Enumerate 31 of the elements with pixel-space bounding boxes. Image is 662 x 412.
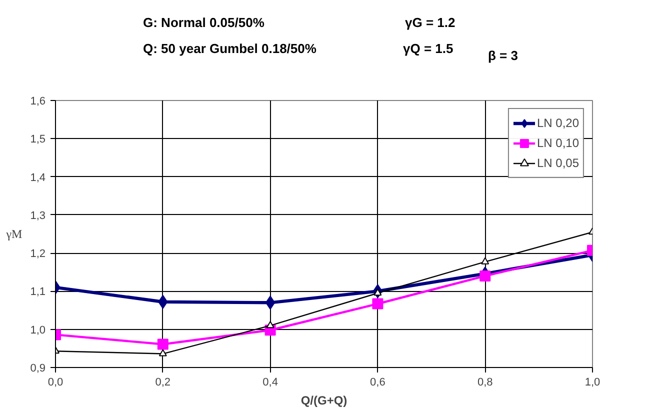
y-tick-label: 1,3 <box>30 210 46 222</box>
text: β = 3 <box>488 47 518 65</box>
point <box>481 257 490 264</box>
y-tick-label: 1,6 <box>30 96 46 108</box>
text: G: Normal 0.05/50% <box>143 14 264 32</box>
y-axis-title: γM <box>5 227 23 241</box>
y-tick-label: 1,5 <box>30 134 46 146</box>
legend-label: LN 0,20 <box>536 116 579 130</box>
x-axis-title: Q/(G+Q) <box>300 394 348 408</box>
x-tick-label: 0,4 <box>262 376 278 388</box>
x-tick-label: 0,0 <box>48 376 64 388</box>
y-tick-label: 0,9 <box>30 362 46 374</box>
y-tick-label: 1,4 <box>30 172 46 184</box>
text: γG = 1.2 <box>405 14 456 32</box>
y-tick-label: 1,0 <box>30 324 46 336</box>
y-tick-label: 1,2 <box>30 248 46 260</box>
x-tick-label: 0,8 <box>477 376 493 388</box>
point <box>265 296 276 310</box>
text: Q: 50 year Gumbel 0.18/50% <box>143 40 316 58</box>
x-tick-label: 0,6 <box>370 376 386 388</box>
x-tick-label: 0,2 <box>155 376 171 388</box>
x-tick-label: 1,0 <box>584 376 600 388</box>
point <box>372 298 384 310</box>
point <box>266 321 274 328</box>
y-tick-label: 1,1 <box>30 286 46 298</box>
text: γQ = 1.5 <box>403 40 454 58</box>
point <box>158 349 167 356</box>
point <box>480 270 491 282</box>
point <box>157 338 168 350</box>
legend-label: LN 0,10 <box>536 136 579 150</box>
legend-label: LN 0,05 <box>536 156 579 170</box>
